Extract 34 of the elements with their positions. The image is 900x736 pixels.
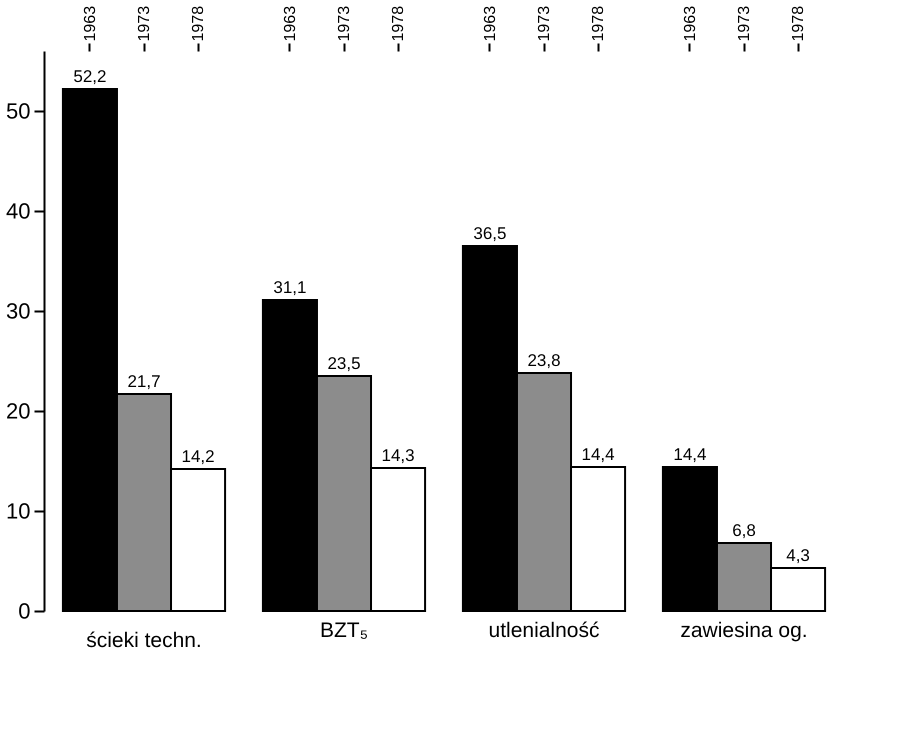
data-label: 14,3 (382, 446, 415, 465)
y-tick-label: 40 (6, 198, 30, 224)
data-label: 23,8 (527, 351, 561, 370)
y-tick-label: 20 (6, 398, 30, 424)
data-label: 14,4 (673, 445, 706, 464)
data-label: 36,5 (473, 224, 506, 243)
data-label: 52,2 (73, 67, 106, 86)
data-label: 14,2 (182, 447, 215, 466)
text: 1963 (682, 6, 699, 42)
y-tick-label: 0 (18, 598, 30, 624)
text: 1978 (190, 6, 208, 42)
text: 1978 (390, 6, 408, 42)
text: 1963 (282, 6, 299, 42)
y-tick-label: 50 (6, 98, 30, 124)
x-tick-label: ścieki techn. (86, 629, 202, 652)
y-tick-label: 30 (6, 298, 30, 324)
data-label: 6,8 (732, 521, 756, 540)
y-tick-label: 10 (6, 498, 30, 524)
text: 1973 (536, 6, 553, 42)
data-label: 31,1 (273, 278, 306, 297)
text: 1973 (336, 6, 353, 42)
x-tick-label: utlenialność (488, 619, 600, 642)
text: 1963 (82, 6, 99, 42)
data-label: 21,7 (127, 372, 161, 391)
text: 1973 (136, 6, 153, 42)
text: 1978 (590, 6, 608, 42)
text: 1978 (790, 6, 808, 42)
data-label: 14,4 (582, 445, 615, 464)
x-tick-label: BZT₅ (320, 619, 368, 642)
text: 1963 (482, 6, 499, 42)
text: 1973 (736, 6, 753, 42)
x-tick-label: zawiesina og. (680, 619, 808, 642)
data-label: 23,5 (327, 354, 361, 373)
data-label: 4,3 (786, 546, 810, 565)
